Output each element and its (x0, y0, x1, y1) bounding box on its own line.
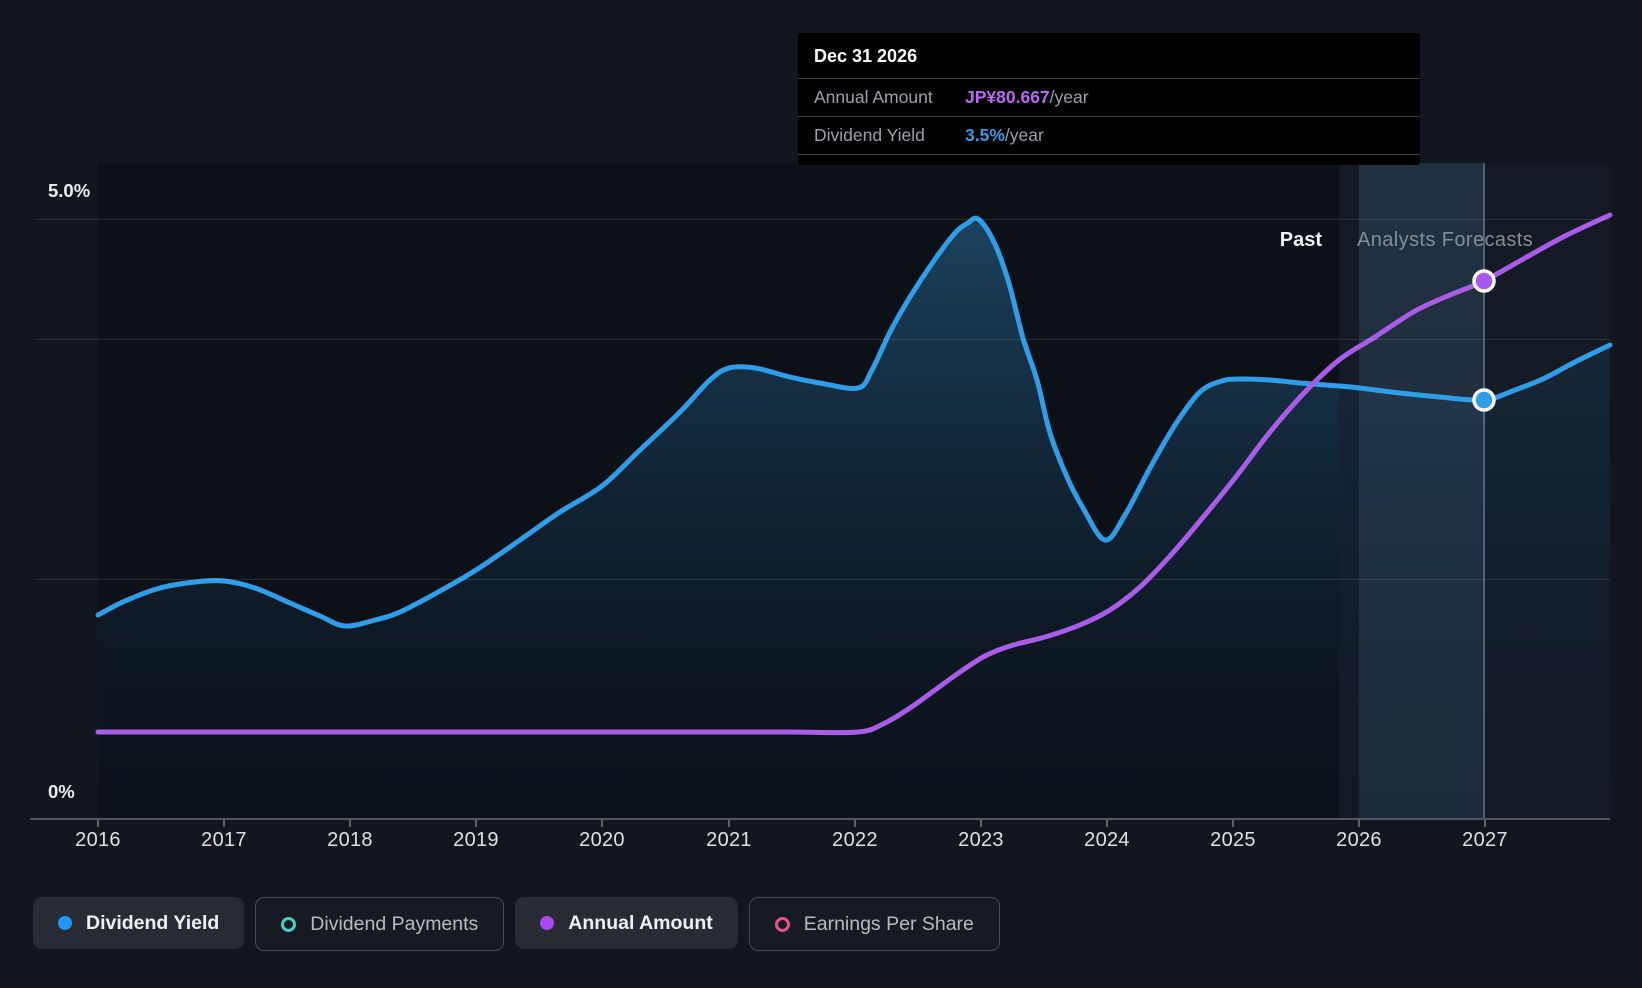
dividend-payments-ring-icon (281, 916, 297, 932)
x-axis-tick (223, 819, 225, 827)
tooltip-row-value: 3.5% (965, 125, 1005, 145)
x-axis-tick (601, 819, 603, 827)
x-axis-label-2021: 2021 (706, 829, 752, 851)
x-axis-label-2024: 2024 (1084, 829, 1130, 851)
x-axis-tick (1358, 819, 1360, 827)
tooltip-row-annual-amount: Annual Amount JP¥80.667/year (798, 78, 1420, 116)
x-axis-tick (854, 819, 856, 827)
legend-toggle-annual-amount[interactable]: Annual Amount (515, 897, 738, 949)
legend-label: Dividend Yield (86, 911, 220, 934)
x-axis-tick (349, 819, 351, 827)
chart-legend: Dividend Yield Dividend Payments Annual Am… (33, 897, 1000, 951)
gridline (36, 579, 1610, 580)
x-axis-tick (728, 819, 730, 827)
x-axis-label-2025: 2025 (1210, 829, 1256, 851)
tooltip-row-suffix: /year (1049, 87, 1089, 107)
x-axis-label-2023: 2023 (958, 829, 1004, 851)
x-axis-tick (1232, 819, 1234, 827)
y-axis-label-0: 0% (48, 781, 75, 802)
x-axis-tick (1106, 819, 1108, 827)
x-axis-line (30, 818, 1610, 820)
tooltip-row-value: JP¥80.667 (965, 87, 1050, 107)
x-axis-tick (97, 819, 99, 827)
legend-toggle-earnings-per-share[interactable]: Earnings Per Share (748, 897, 1000, 951)
x-axis-label-2020: 2020 (579, 829, 625, 851)
hovered-year-band (1359, 163, 1485, 819)
legend-label: Dividend Payments (310, 912, 479, 935)
earnings-per-share-ring-icon (774, 916, 790, 932)
gridline (36, 219, 1610, 220)
tooltip-date: Dec 31 2026 (814, 46, 918, 66)
tooltip-row-suffix: /year (1004, 125, 1044, 145)
tooltip-row-dividend-yield: Dividend Yield 3.5%/year (798, 116, 1420, 154)
tooltip-bottom-rule (798, 154, 1420, 165)
chart-tooltip: Dec 31 2026 Annual Amount JP¥80.667/year D… (798, 33, 1420, 165)
x-axis-label-2017: 2017 (201, 829, 247, 851)
annual-amount-dot-icon (540, 916, 555, 930)
analysts-forecasts-label: Analysts Forecasts (1357, 229, 1534, 251)
x-axis-label-2019: 2019 (453, 829, 499, 851)
x-axis-label-2016: 2016 (75, 829, 121, 851)
legend-label: Earnings Per Share (803, 912, 974, 935)
dividend-yield-dot-icon (58, 916, 72, 930)
x-axis-tick (475, 819, 477, 827)
y-axis-label-50: 5.0% (48, 180, 91, 201)
legend-toggle-dividend-yield[interactable]: Dividend Yield (33, 897, 245, 949)
x-axis-label-2026: 2026 (1336, 829, 1382, 851)
gridline (36, 339, 1610, 340)
legend-toggle-dividend-payments[interactable]: Dividend Payments (255, 897, 505, 951)
x-axis-label-2027: 2027 (1462, 829, 1508, 851)
past-label: Past (1279, 229, 1322, 251)
tooltip-row-label: Dividend Yield (814, 125, 925, 145)
x-axis-tick (1484, 819, 1486, 827)
x-axis-label-2018: 2018 (327, 829, 373, 851)
tooltip-row-label: Annual Amount (814, 87, 933, 107)
legend-label: Annual Amount (568, 911, 713, 934)
x-axis-tick (980, 819, 982, 827)
x-axis-label-2022: 2022 (832, 829, 878, 851)
